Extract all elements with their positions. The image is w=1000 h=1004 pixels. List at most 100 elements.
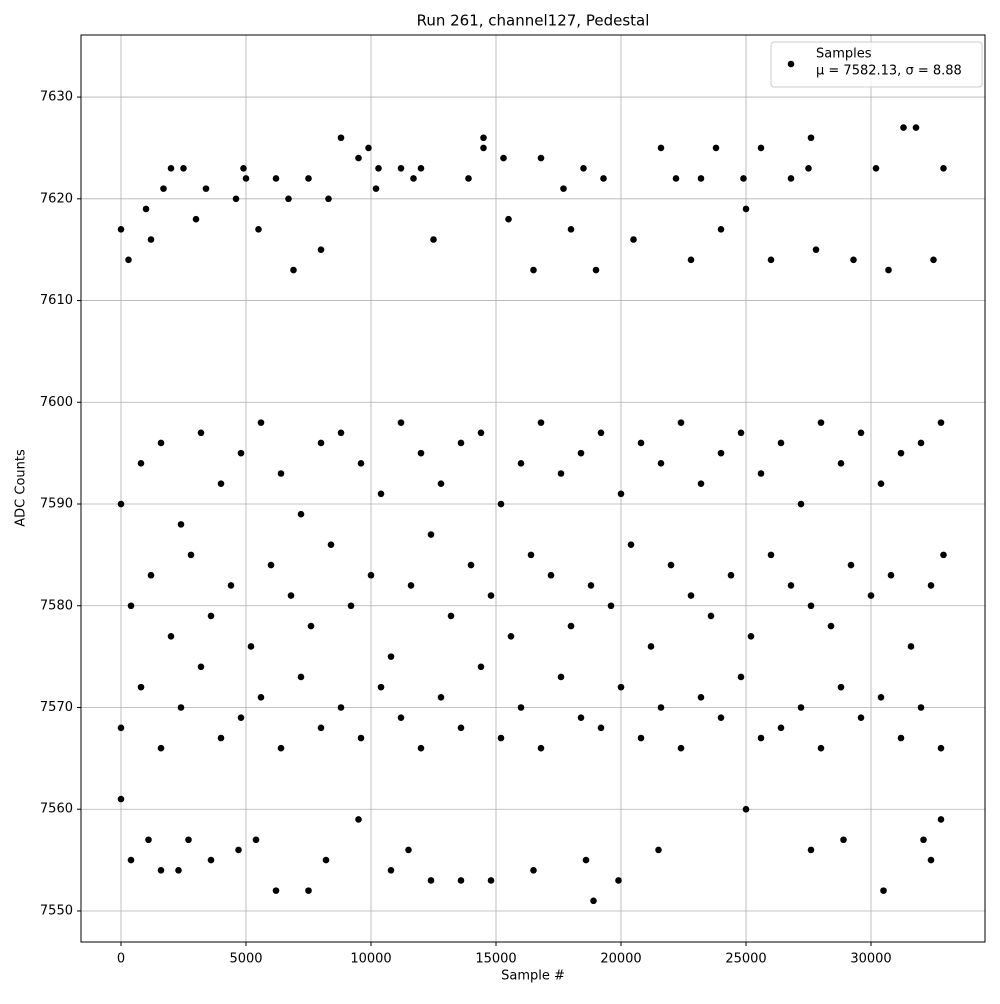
data-point bbox=[175, 866, 182, 874]
plot-frame bbox=[80, 34, 986, 943]
x-tick-label: 30000 bbox=[850, 952, 891, 967]
data-point bbox=[530, 266, 537, 274]
data-point bbox=[497, 500, 505, 508]
data-point bbox=[427, 877, 435, 884]
data-point bbox=[517, 704, 525, 711]
data-point bbox=[187, 551, 195, 559]
data-point bbox=[117, 500, 125, 508]
data-point bbox=[767, 256, 775, 264]
data-point bbox=[697, 694, 705, 701]
data-point bbox=[147, 571, 155, 579]
data-point bbox=[457, 439, 465, 447]
data-point bbox=[157, 439, 165, 447]
data-point bbox=[487, 877, 495, 884]
data-point bbox=[812, 246, 820, 253]
data-point bbox=[837, 460, 845, 467]
data-point bbox=[447, 612, 455, 620]
data-point bbox=[375, 164, 382, 172]
data-point bbox=[777, 439, 785, 447]
data-point bbox=[177, 704, 185, 711]
data-point bbox=[537, 154, 545, 162]
data-point bbox=[237, 449, 245, 457]
x-axis-label: Sample # bbox=[501, 969, 565, 984]
data-point bbox=[325, 195, 332, 203]
data-point bbox=[587, 582, 595, 589]
data-point bbox=[900, 124, 907, 131]
data-point bbox=[757, 470, 765, 477]
data-point bbox=[217, 480, 225, 487]
data-point bbox=[615, 877, 622, 884]
data-point bbox=[742, 205, 750, 213]
x-tick-label: 25000 bbox=[725, 952, 766, 967]
data-point bbox=[157, 866, 165, 874]
data-point bbox=[207, 856, 215, 864]
data-point bbox=[235, 846, 242, 854]
data-point bbox=[257, 419, 265, 426]
data-point bbox=[677, 419, 685, 426]
data-point bbox=[717, 714, 725, 721]
data-point bbox=[657, 144, 665, 152]
data-point bbox=[592, 266, 600, 274]
legend-box bbox=[770, 41, 983, 88]
x-tick-label: 15000 bbox=[475, 952, 516, 967]
data-point bbox=[887, 571, 895, 579]
y-tick-label: 7560 bbox=[40, 802, 73, 817]
legend-marker bbox=[787, 60, 795, 68]
data-point bbox=[917, 704, 925, 711]
data-point bbox=[437, 480, 445, 487]
data-point bbox=[185, 836, 192, 844]
data-point bbox=[167, 632, 175, 640]
data-point bbox=[377, 490, 385, 498]
data-point bbox=[590, 897, 597, 905]
data-point bbox=[877, 694, 885, 701]
data-point bbox=[357, 460, 365, 467]
data-point bbox=[917, 439, 925, 447]
data-point bbox=[232, 195, 240, 203]
data-point bbox=[617, 683, 625, 691]
data-point bbox=[355, 816, 362, 823]
data-point bbox=[125, 256, 132, 264]
data-point bbox=[145, 836, 152, 844]
data-point bbox=[417, 164, 425, 172]
data-point bbox=[687, 592, 695, 599]
data-point bbox=[637, 439, 645, 447]
data-point bbox=[537, 419, 545, 426]
y-tick-label: 7550 bbox=[40, 903, 73, 918]
data-point bbox=[937, 744, 945, 752]
chart-title: Run 261, channel127, Pedestal bbox=[417, 12, 650, 30]
data-point bbox=[880, 887, 887, 894]
data-point bbox=[347, 602, 355, 610]
y-tick-label: 7580 bbox=[40, 598, 73, 613]
data-point bbox=[497, 734, 505, 742]
data-point bbox=[117, 795, 125, 803]
data-point bbox=[255, 226, 262, 233]
data-point bbox=[480, 134, 487, 142]
data-point bbox=[805, 164, 812, 172]
data-point bbox=[857, 714, 865, 721]
data-point bbox=[372, 185, 380, 192]
data-point bbox=[767, 551, 775, 559]
data-point bbox=[277, 470, 285, 477]
data-point bbox=[797, 500, 805, 508]
data-point bbox=[227, 582, 235, 589]
data-point bbox=[387, 866, 395, 874]
data-point bbox=[655, 846, 662, 854]
data-point bbox=[272, 887, 280, 894]
data-point bbox=[940, 551, 947, 559]
data-point bbox=[242, 175, 250, 182]
data-point bbox=[157, 744, 165, 752]
data-point bbox=[247, 643, 255, 650]
data-point bbox=[937, 419, 945, 426]
data-point bbox=[367, 571, 375, 579]
data-point bbox=[597, 429, 605, 437]
data-point bbox=[407, 582, 415, 589]
data-point bbox=[537, 744, 545, 752]
data-point bbox=[290, 266, 297, 274]
legend-note: μ = 7582.13, σ = 8.88 bbox=[816, 64, 962, 79]
data-point bbox=[717, 449, 725, 457]
data-point bbox=[677, 744, 685, 752]
data-point bbox=[657, 704, 665, 711]
data-point bbox=[197, 429, 205, 437]
data-point bbox=[197, 663, 205, 671]
data-point bbox=[927, 856, 935, 864]
